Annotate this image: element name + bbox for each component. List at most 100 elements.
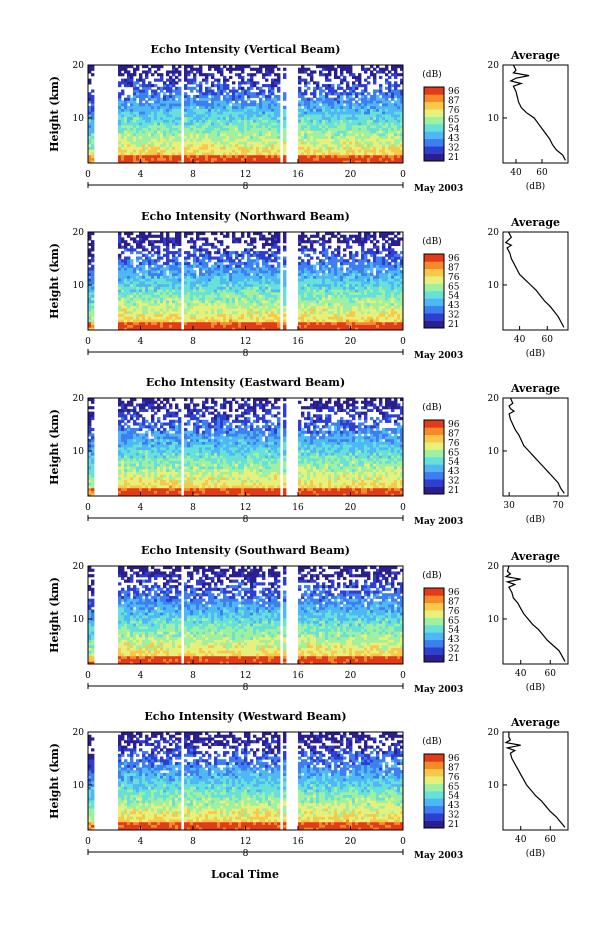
heatmap-cell: [259, 278, 263, 282]
heatmap-cell: [274, 138, 278, 142]
heatmap-cell: [277, 291, 281, 296]
heatmap-cell: [88, 94, 92, 99]
heatmap-cell: [118, 245, 122, 249]
heatmap-cell: [394, 119, 398, 123]
heatmap-cell: [370, 122, 374, 126]
heatmap-cell: [205, 237, 209, 241]
heatmap-cell: [268, 310, 272, 315]
heatmap-cell: [226, 122, 230, 126]
heatmap-cell: [346, 133, 350, 137]
heatmap-cell: [262, 122, 266, 126]
heatmap-cell: [178, 141, 182, 145]
heatmap-cell: [265, 127, 269, 131]
heatmap-cell: [193, 281, 197, 285]
heatmap-cell: [163, 319, 167, 323]
heatmap-cell: [253, 73, 257, 77]
heatmap-cell: [265, 272, 269, 276]
heatmap-cell: [325, 300, 329, 304]
heatmap-cell: [217, 122, 221, 126]
heatmap-cell: [196, 234, 200, 238]
heatmap-cell: [271, 324, 275, 328]
heatmap-cell: [163, 157, 167, 161]
heatmap-cell: [91, 157, 95, 161]
heatmap-cell: [367, 116, 371, 120]
heatmap-cell: [355, 141, 359, 145]
heatmap-cell: [151, 116, 155, 120]
heatmap-cell: [196, 152, 200, 156]
heatmap-cell: [217, 108, 221, 112]
heatmap-cell: [211, 97, 215, 101]
heatmap-cell: [232, 67, 236, 71]
heatmap-cell: [271, 97, 275, 101]
heatmap-cell: [202, 297, 206, 301]
heatmap-cell: [256, 308, 260, 312]
heatmap-cell: [379, 152, 383, 156]
heatmap-cell: [226, 234, 230, 238]
heatmap-cell: [127, 324, 131, 328]
heatmap-cell: [130, 130, 134, 134]
heatmap-cell: [313, 286, 317, 290]
heatmap-cell: [322, 240, 326, 244]
heatmap-cell: [199, 251, 203, 255]
heatmap-cell: [373, 108, 377, 112]
heatmap-cell: [256, 160, 260, 164]
heatmap-cell: [169, 92, 173, 96]
heatmap-cell: [235, 152, 239, 156]
heatmap-cell: [151, 300, 155, 304]
heatmap-cell: [319, 305, 323, 309]
heatmap-cell: [121, 251, 125, 255]
heatmap-cell: [319, 157, 323, 161]
heatmap-cell: [283, 114, 287, 118]
heatmap-cell: [166, 310, 170, 315]
heatmap-cell: [271, 294, 275, 298]
heatmap-cell: [205, 286, 209, 290]
heatmap-cell: [133, 270, 137, 274]
heatmap-cell: [127, 261, 131, 266]
heatmap-cell: [238, 135, 242, 139]
heatmap-cell: [346, 92, 350, 96]
heatmap-cell: [271, 259, 275, 263]
heatmap-cell: [133, 122, 137, 126]
heatmap-cell: [346, 97, 350, 101]
heatmap-cell: [382, 138, 386, 142]
heatmap-cell: [259, 281, 263, 285]
heatmap-cell: [142, 234, 146, 238]
heatmap-cell: [127, 264, 131, 268]
heatmap-cell: [184, 108, 188, 112]
heatmap-cell: [157, 124, 161, 129]
heatmap-cell: [157, 234, 161, 238]
heatmap-cell: [151, 289, 155, 293]
heatmap-cell: [265, 283, 269, 287]
heatmap-cell: [250, 264, 254, 268]
heatmap-cell: [205, 308, 209, 312]
heatmap-cell: [337, 84, 341, 88]
heatmap-cell: [364, 67, 368, 71]
heatmap-cell: [151, 248, 155, 252]
heatmap-cell: [310, 92, 314, 96]
heatmap-cell: [259, 291, 263, 296]
heatmap-cell: [91, 305, 95, 309]
heatmap-cell: [274, 316, 278, 320]
heatmap-cell: [118, 324, 122, 328]
heatmap-cell: [247, 119, 251, 123]
heatmap-cell: [226, 251, 230, 255]
heatmap-cell: [316, 97, 320, 101]
heatmap-cell: [394, 84, 398, 88]
heatmap-cell: [346, 157, 350, 161]
heatmap-cell: [316, 81, 320, 85]
heatmap-cell: [334, 308, 338, 312]
heatmap-cell: [172, 261, 176, 266]
heatmap-cell: [394, 143, 398, 148]
heatmap-cell: [274, 116, 278, 120]
heatmap-cell: [91, 294, 95, 298]
heatmap-cell: [160, 291, 164, 296]
heatmap-cell: [139, 84, 143, 88]
heatmap-cell: [226, 253, 230, 257]
heatmap-cell: [322, 149, 326, 153]
heatmap-cell: [268, 300, 272, 304]
heatmap-cell: [310, 300, 314, 304]
heatmap-cell: [193, 327, 197, 331]
heatmap-cell: [154, 152, 158, 156]
heatmap-cell: [337, 267, 341, 271]
heatmap-cell: [319, 94, 323, 99]
